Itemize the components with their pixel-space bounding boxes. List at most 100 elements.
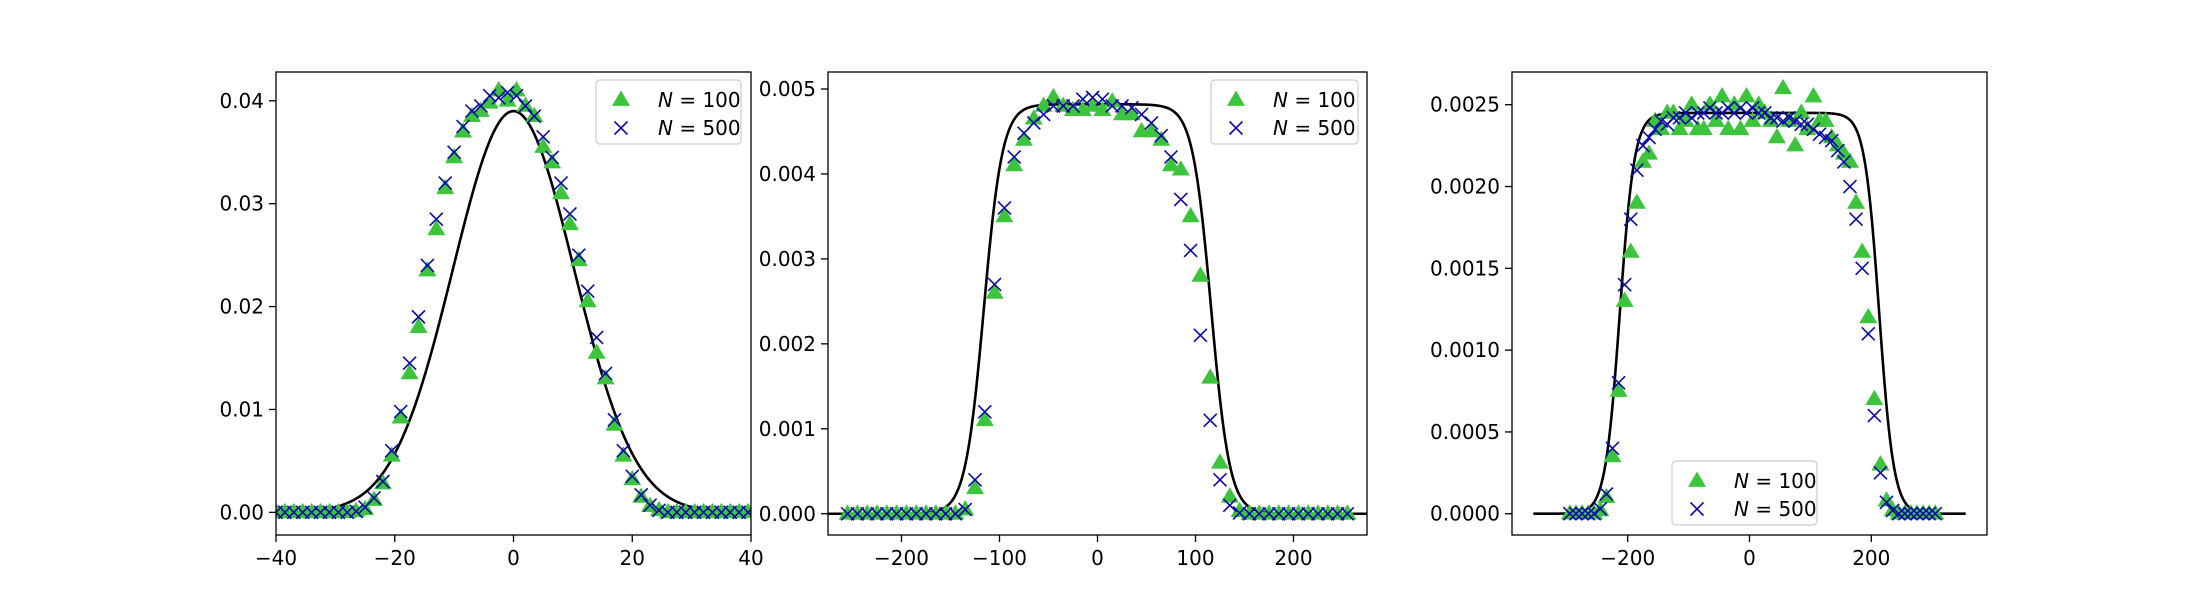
point-n500 — [1301, 506, 1316, 521]
point-n500 — [429, 212, 444, 227]
point-n500 — [420, 258, 435, 273]
legend-label: N = 100 — [1734, 469, 1817, 493]
point-n100 — [1682, 95, 1701, 111]
point-n100 — [507, 81, 526, 97]
point-n500 — [1903, 506, 1918, 521]
point-n500 — [938, 506, 953, 521]
point-n500 — [1721, 100, 1736, 116]
point-n500 — [1666, 110, 1681, 125]
point-n100 — [1627, 193, 1646, 209]
point-n500 — [1794, 117, 1809, 132]
legend: N = 100 N = 500 — [1210, 79, 1359, 145]
point-n500 — [1056, 98, 1071, 114]
point-n500 — [1745, 100, 1760, 116]
point-n500 — [1751, 105, 1766, 120]
point-n500 — [1690, 105, 1705, 120]
point-n500 — [366, 490, 382, 506]
point-n500 — [1562, 506, 1577, 521]
point-n100 — [1713, 87, 1732, 103]
point-n100 — [480, 93, 499, 109]
point-n500 — [840, 506, 855, 521]
legend-marker-triangle — [1227, 90, 1245, 106]
theory-curve — [828, 102, 1367, 516]
y-tick-label: 0.0020 — [1430, 175, 1500, 199]
point-n500 — [1891, 506, 1906, 521]
x-tick-label: 0 — [507, 546, 520, 570]
point-n500 — [967, 472, 983, 487]
point-n100 — [471, 101, 490, 117]
point-n500 — [1702, 100, 1717, 116]
point-n100 — [1816, 111, 1835, 127]
point-n500 — [1842, 179, 1858, 194]
point-n500 — [1678, 105, 1693, 120]
point-n500 — [1222, 498, 1237, 513]
point-n500 — [500, 85, 515, 100]
point-n500 — [1095, 92, 1110, 107]
point-n100 — [614, 446, 633, 462]
point-n500 — [1173, 192, 1188, 207]
markers — [838, 88, 1357, 521]
point-n500 — [402, 356, 417, 371]
point-n500 — [1124, 100, 1139, 115]
y-tick-label: 0.001 — [759, 417, 816, 441]
point-n100 — [1034, 96, 1053, 112]
point-n100 — [1230, 501, 1249, 518]
y-tick-label: 0.04 — [219, 89, 264, 113]
point-n500 — [1867, 408, 1882, 423]
point-n100 — [1181, 206, 1200, 223]
point-n100 — [1853, 242, 1872, 258]
point-n500 — [879, 506, 894, 521]
y-tick-label: 0.003 — [759, 247, 816, 271]
point-n100 — [1220, 487, 1239, 503]
point-n500 — [987, 277, 1002, 292]
y-tick-label: 0.0005 — [1430, 420, 1500, 444]
point-n500 — [740, 505, 751, 520]
point-n500 — [616, 443, 631, 458]
point-n500 — [1611, 375, 1626, 390]
y-tick-label: 0.004 — [759, 162, 816, 186]
point-n100 — [560, 214, 579, 231]
point-n100 — [1621, 242, 1640, 258]
point-n100 — [1015, 130, 1033, 146]
point-n500 — [375, 474, 390, 489]
point-n100 — [462, 106, 481, 123]
x-tick-label: 100 — [1176, 546, 1214, 570]
point-n100 — [569, 250, 588, 267]
point-n100 — [382, 446, 401, 462]
point-n500 — [1836, 154, 1851, 170]
chart-panel-1: −40 −20 0 20 400.000.010.020.030.04 N = 100N … — [219, 71, 764, 570]
point-n500 — [1897, 506, 1912, 521]
point-n500 — [1271, 506, 1286, 521]
point-n100 — [1847, 193, 1866, 209]
y-tick-label: 0.0000 — [1430, 502, 1500, 526]
point-n100 — [1694, 119, 1713, 136]
point-n100 — [1044, 88, 1063, 104]
point-n500 — [1203, 413, 1218, 428]
point-n500 — [1849, 212, 1864, 227]
legend-label: N = 100 — [658, 88, 741, 112]
point-n500 — [1830, 143, 1845, 158]
y-tick-label: 0.005 — [759, 77, 816, 101]
point-n100 — [418, 261, 437, 277]
point-n100 — [427, 219, 446, 236]
legend-label: N = 500 — [1273, 116, 1356, 140]
point-n500 — [928, 506, 943, 521]
point-n500 — [1739, 105, 1754, 120]
point-n100 — [1162, 155, 1180, 172]
x-tick-label: −200 — [874, 546, 929, 570]
point-n500 — [1672, 110, 1687, 125]
point-n500 — [589, 330, 604, 345]
x-tick-label: 20 — [620, 546, 645, 570]
point-n100 — [534, 137, 553, 153]
point-n100 — [1700, 95, 1719, 111]
point-n100 — [578, 291, 597, 308]
point-n500 — [527, 109, 542, 124]
point-n500 — [1330, 506, 1345, 521]
y-tick-label: 0.0015 — [1430, 256, 1500, 280]
point-n500 — [1915, 506, 1931, 521]
point-n500 — [1922, 506, 1937, 521]
point-n500 — [1861, 326, 1876, 341]
point-n100 — [436, 178, 455, 195]
point-n500 — [1310, 506, 1326, 521]
